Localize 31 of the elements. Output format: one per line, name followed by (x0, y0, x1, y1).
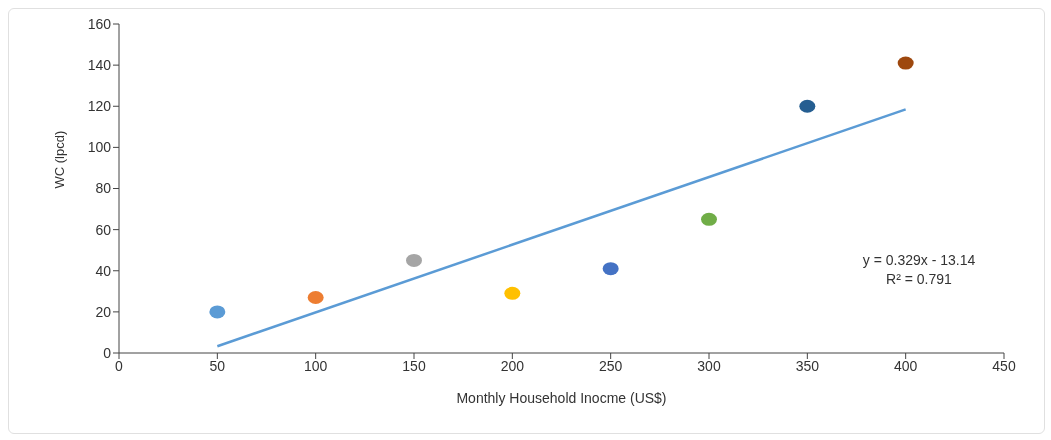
point (602, 262, 619, 276)
y-tick-label: 40 (95, 262, 112, 279)
x-tick-label: 450 (992, 357, 1016, 374)
x-tick-label: 350 (795, 357, 820, 374)
y-tick-label: 20 (95, 303, 112, 320)
point (406, 253, 422, 267)
x-tick-label: 0 (115, 357, 124, 374)
annotation: R² = 0.791 (885, 271, 953, 287)
point (799, 99, 816, 113)
y-tick-label: 160 (87, 15, 112, 32)
point (897, 56, 914, 70)
point (307, 290, 324, 304)
y-axis-title: WC (lpcd) (51, 130, 67, 189)
point (209, 305, 226, 319)
x-axis-title: Monthly Household Inocme (US$) (456, 390, 667, 406)
x-tick-label: 400 (893, 357, 918, 374)
x-tick-label: 100 (303, 357, 328, 374)
y-tick-label: 120 (87, 98, 112, 115)
x-tick-label: 300 (697, 357, 721, 374)
y-tick-label: 0 (103, 344, 112, 361)
x-tick-label: 150 (402, 357, 426, 374)
point (504, 286, 521, 300)
x-tick-label: 200 (500, 357, 525, 374)
y-tick-label: 100 (87, 139, 112, 156)
point (701, 212, 717, 226)
x-tick-label: 250 (598, 357, 623, 374)
y-tick-label: 80 (95, 180, 112, 197)
y-tick-label: 140 (87, 57, 112, 74)
annotation: y = 0.329x - 13.14 (861, 252, 977, 268)
y-tick-label: 60 (95, 221, 112, 238)
x-tick-label: 50 (209, 357, 226, 374)
